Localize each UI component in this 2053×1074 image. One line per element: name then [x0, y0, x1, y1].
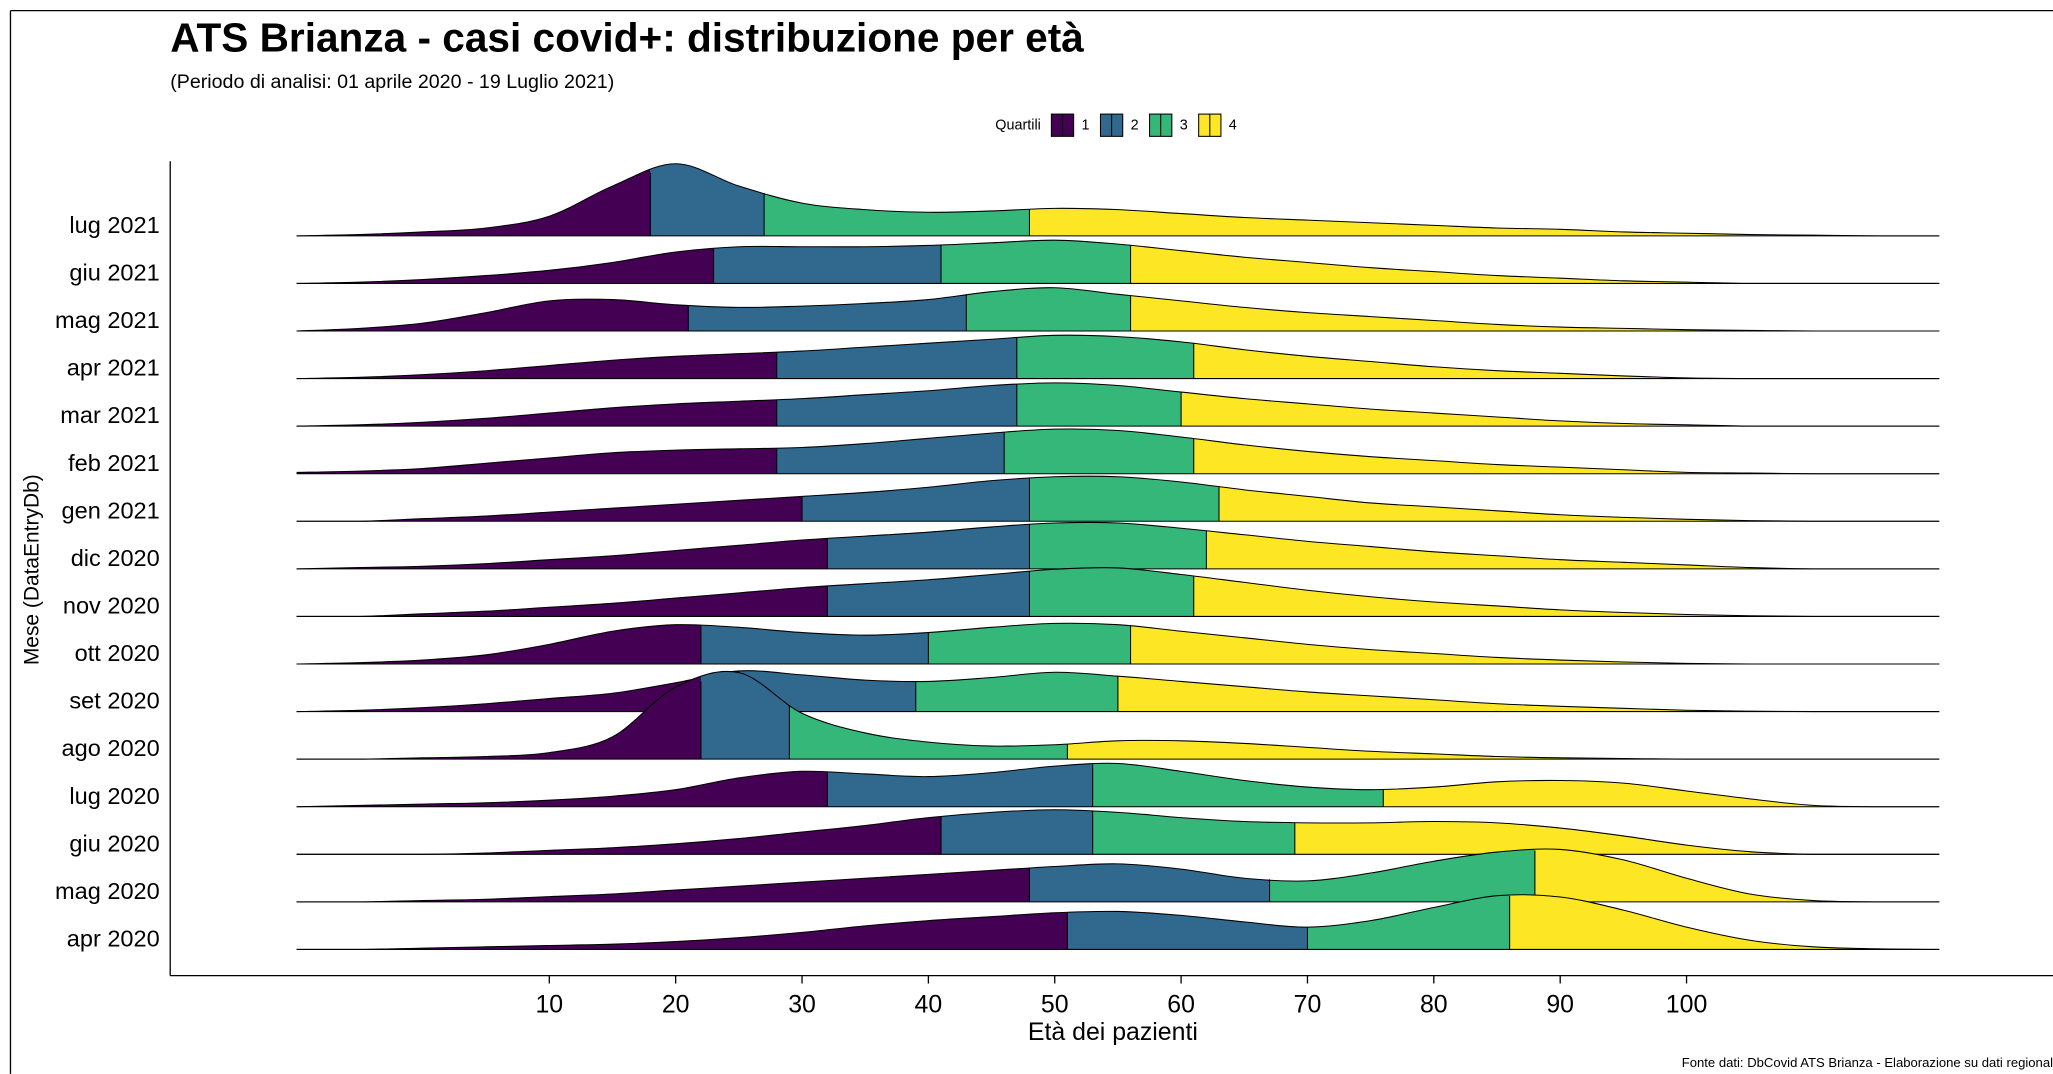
density-curve — [296, 762, 1940, 808]
density-curve — [296, 428, 1940, 475]
x-axis-label: Età dei pazienti — [1028, 1018, 1198, 1046]
density-curve — [296, 475, 1940, 522]
y-tick-label: apr 2021 — [67, 355, 160, 381]
density-curve — [296, 163, 1940, 237]
density-curve — [296, 334, 1940, 380]
y-tick-label: feb 2021 — [68, 450, 160, 476]
y-tick-label: lug 2020 — [69, 783, 159, 809]
plot-area — [296, 163, 1940, 950]
x-tick-label: 20 — [662, 990, 690, 1018]
x-tick-label: 80 — [1420, 990, 1448, 1018]
quartile-segment — [1016, 335, 1194, 379]
x-tick-label: 50 — [1041, 990, 1069, 1018]
chart-subtitle: (Periodo di analisi: 01 aprile 2020 - 19… — [170, 71, 614, 93]
quartile-segment — [966, 287, 1131, 332]
legend-label: 3 — [1180, 118, 1188, 134]
density-curve — [296, 809, 1940, 855]
quartile-segment — [1130, 623, 1940, 665]
quartile-segment — [713, 240, 942, 284]
ridge — [296, 240, 1940, 284]
y-tick-label: giu 2020 — [69, 830, 159, 856]
density-curve — [296, 622, 1940, 665]
density-curve — [296, 521, 1940, 570]
density-curve — [296, 894, 1940, 950]
y-tick-label: apr 2020 — [67, 925, 160, 951]
quartile-segment — [1509, 894, 1940, 950]
density-curve — [296, 239, 1940, 284]
quartile-segment — [1193, 428, 1940, 474]
y-tick-label: mag 2020 — [55, 878, 160, 904]
quartile-segment — [1269, 849, 1535, 902]
density-curve — [296, 567, 1940, 617]
density-curve — [296, 382, 1940, 427]
ridge — [296, 287, 1940, 332]
quartile-segment — [1130, 240, 1940, 284]
chart-title: ATS Brianza - casi covid+: distribuzione… — [170, 14, 1084, 60]
quartile-segment — [738, 670, 916, 712]
y-tick-label: giu 2021 — [69, 259, 159, 285]
x-tick-label: 90 — [1546, 990, 1574, 1018]
quartile-segment — [1383, 763, 1940, 807]
y-tick-label: set 2020 — [69, 688, 159, 714]
quartile-segment — [296, 240, 714, 284]
quartile-segment — [1219, 476, 1940, 522]
quartile-segment — [941, 809, 1093, 855]
quartile-segment — [296, 476, 803, 522]
x-tick-label: 10 — [535, 990, 563, 1018]
quartile-segment — [941, 240, 1131, 284]
legend-title: Quartili — [995, 118, 1041, 134]
x-tick-label: 40 — [915, 990, 943, 1018]
quartile-segment — [1029, 567, 1194, 617]
y-axis-label: Mese (DataEntryDb) — [20, 474, 43, 665]
quartile-segment — [1206, 522, 1940, 569]
quartile-segment — [1117, 670, 1940, 712]
legend: 1 2 3 4 — [1050, 113, 1237, 137]
y-tick-label: dic 2020 — [71, 545, 160, 571]
quartile-segment — [1193, 335, 1940, 379]
quartile-segment — [1181, 382, 1940, 427]
density-curve — [296, 287, 1940, 332]
quartile-segment — [1016, 382, 1182, 427]
x-tick-label: 30 — [788, 990, 816, 1018]
quartile-segment — [296, 567, 828, 617]
y-tick-label: mag 2021 — [55, 307, 160, 333]
quartile-segment — [1130, 287, 1940, 332]
quartile-segment — [296, 623, 701, 665]
y-tick-label: lug 2021 — [69, 212, 159, 238]
density-curve — [296, 848, 1940, 903]
quartile-segment — [1307, 894, 1510, 950]
quartile-segment — [296, 849, 1030, 902]
legend-label: 1 — [1081, 118, 1089, 134]
quartile-segment — [296, 335, 777, 379]
quartile-segment — [1004, 428, 1194, 474]
quartile-segment — [1294, 809, 1940, 855]
quartile-segment — [1029, 522, 1207, 569]
y-tick-label: gen 2021 — [62, 497, 160, 523]
density-curve — [296, 670, 1940, 760]
y-tick-label: nov 2020 — [63, 592, 160, 618]
quartile-segment — [296, 670, 739, 712]
y-tick-label: ott 2020 — [75, 640, 160, 666]
y-tick-label: ago 2020 — [62, 735, 160, 761]
quartile-segment — [1193, 567, 1940, 617]
quartile-segment — [296, 522, 828, 569]
x-tick-label: 60 — [1167, 990, 1195, 1018]
quartile-segment — [1029, 476, 1220, 522]
density-curve — [296, 670, 1940, 713]
legend-label: 4 — [1229, 118, 1237, 134]
y-tick-label: mar 2021 — [60, 402, 159, 428]
caption: Fonte dati: DbCovid ATS Brianza - Elabor… — [1682, 1055, 2053, 1070]
quartile-segment — [296, 671, 701, 760]
legend-label: 2 — [1131, 118, 1139, 134]
x-tick-label: 100 — [1666, 990, 1707, 1018]
quartile-segment — [1534, 849, 1940, 902]
x-tick-label: 70 — [1294, 990, 1322, 1018]
